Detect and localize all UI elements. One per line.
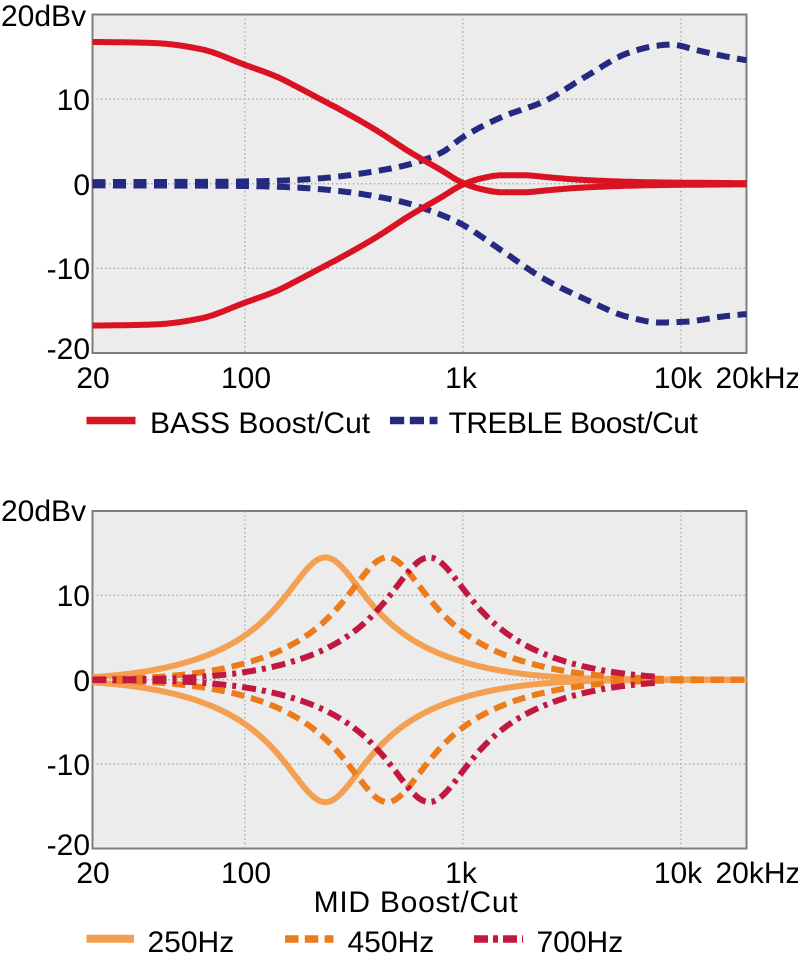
svg-text:1k: 1k xyxy=(445,857,478,890)
svg-text:10: 10 xyxy=(57,84,90,117)
svg-text:20: 20 xyxy=(76,857,109,890)
svg-text:100: 100 xyxy=(221,362,271,395)
svg-text:-10: -10 xyxy=(47,749,90,782)
svg-text:450Hz: 450Hz xyxy=(348,926,435,959)
svg-text:10k: 10k xyxy=(654,857,703,890)
svg-text:20dBv: 20dBv xyxy=(1,495,86,528)
svg-text:0: 0 xyxy=(73,169,90,202)
svg-text:250Hz: 250Hz xyxy=(148,926,235,959)
svg-text:1k: 1k xyxy=(445,362,478,395)
svg-text:100: 100 xyxy=(221,857,271,890)
svg-text:20: 20 xyxy=(76,362,109,395)
svg-text:20dBv: 20dBv xyxy=(1,0,86,33)
svg-text:10: 10 xyxy=(57,580,90,613)
svg-text:0: 0 xyxy=(73,665,90,698)
svg-text:BASS Boost/Cut: BASS Boost/Cut xyxy=(150,407,371,440)
svg-text:20kHz: 20kHz xyxy=(715,362,798,395)
svg-text:700Hz: 700Hz xyxy=(537,926,624,959)
svg-text:-20: -20 xyxy=(47,333,90,366)
svg-text:TREBLE Boost/Cut: TREBLE Boost/Cut xyxy=(449,407,699,440)
svg-text:-10: -10 xyxy=(47,253,90,286)
svg-text:-20: -20 xyxy=(47,829,90,862)
svg-text:MID Boost/Cut: MID Boost/Cut xyxy=(314,886,519,919)
svg-text:10k: 10k xyxy=(654,362,703,395)
svg-text:20kHz: 20kHz xyxy=(715,857,798,890)
